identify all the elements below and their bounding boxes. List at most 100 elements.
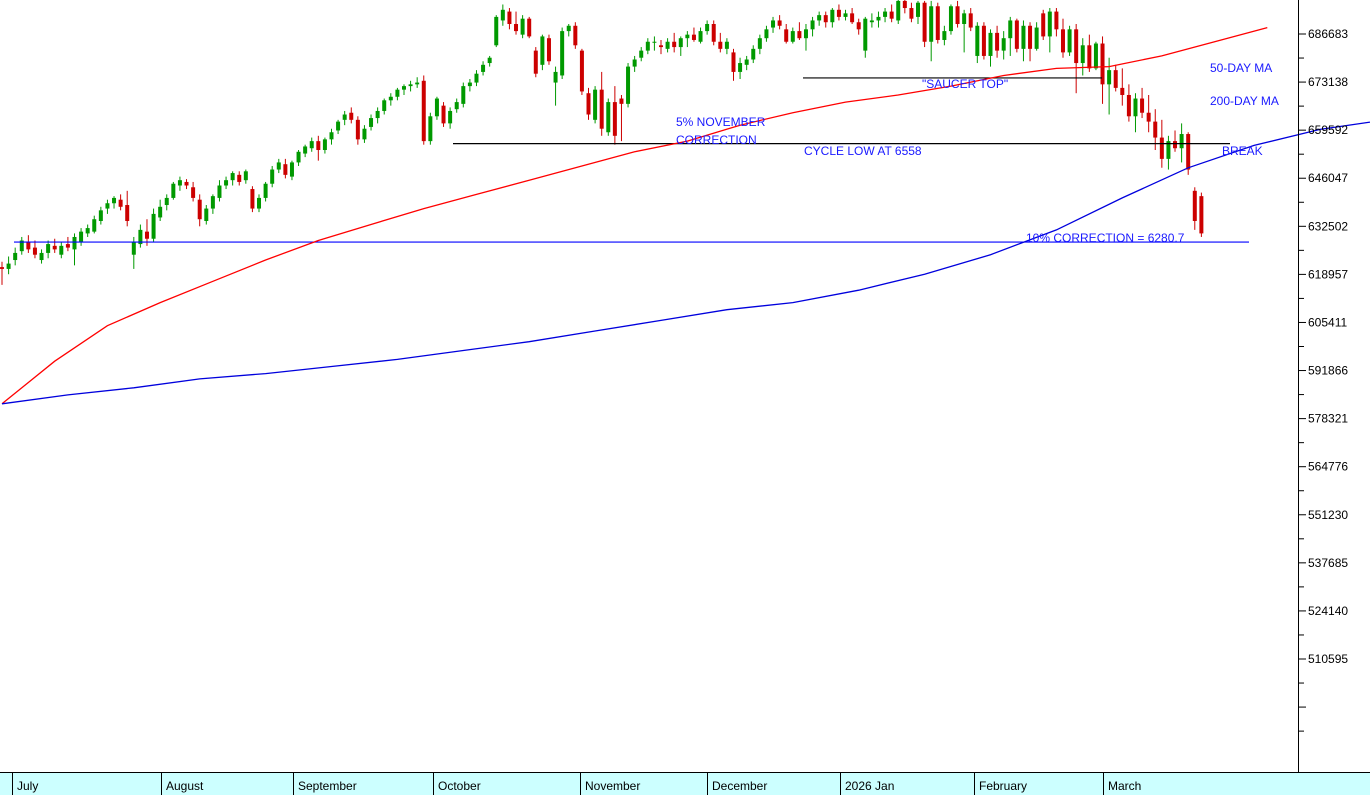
candle: [507, 8, 512, 30]
candle-body: [817, 15, 822, 21]
price-tick-label: 646047: [1308, 171, 1348, 185]
candle: [369, 114, 374, 131]
candle: [1093, 41, 1098, 71]
candle-body: [1140, 98, 1145, 113]
candle: [283, 158, 288, 179]
month-label: March: [1108, 779, 1141, 793]
annotation-50-day-ma: 50-DAY MA: [1210, 61, 1272, 75]
candle-body: [1120, 87, 1125, 95]
candle-body: [856, 22, 861, 30]
annotation-break: BREAK: [1222, 144, 1263, 158]
annotation-saucer-top: "SAUCER TOP": [922, 77, 1008, 91]
candle-body: [1133, 98, 1138, 117]
month-label: February: [979, 779, 1027, 793]
candle-body: [0, 267, 4, 269]
candle-body: [434, 98, 439, 117]
candle: [428, 112, 433, 145]
candle-body: [665, 41, 670, 49]
candle: [184, 179, 189, 190]
candle-body: [1087, 45, 1092, 69]
candle-body: [724, 41, 729, 49]
candle: [1067, 25, 1072, 56]
price-tick-label: 618957: [1308, 267, 1348, 281]
candle: [263, 181, 268, 202]
candle: [948, 4, 953, 35]
candle: [487, 55, 492, 67]
price-tick-label: 659592: [1308, 123, 1348, 137]
candle-body: [52, 245, 57, 250]
candle-body: [645, 41, 650, 51]
candle-body: [975, 25, 980, 56]
candle-body: [718, 41, 723, 49]
candle-body: [382, 100, 387, 111]
candle-body: [929, 6, 934, 42]
candle: [527, 16, 532, 39]
candle-body: [125, 205, 130, 221]
candle: [514, 11, 519, 35]
candle-body: [830, 9, 835, 23]
candle: [935, 2, 940, 44]
candle: [711, 20, 716, 46]
candle: [434, 96, 439, 120]
candle-body: [461, 86, 466, 104]
candle: [751, 45, 756, 64]
month-axis: July August September October November Decemb…: [0, 772, 1370, 795]
candle: [929, 0, 934, 62]
candle: [1100, 36, 1105, 104]
candle-body: [553, 71, 558, 83]
candle: [975, 22, 980, 64]
candle-body: [850, 13, 855, 23]
candle: [355, 116, 360, 145]
candle-body: [210, 196, 215, 209]
candle-body: [916, 2, 921, 17]
candle: [672, 32, 677, 53]
price-tick-label: 686683: [1308, 27, 1348, 41]
candle: [316, 135, 321, 161]
candle-body: [309, 141, 314, 149]
candle: [1021, 20, 1026, 62]
candle-body: [573, 25, 578, 46]
candle: [744, 55, 749, 71]
candle: [533, 47, 538, 78]
annotation-200-day-ma: 200-DAY MA: [1210, 94, 1279, 108]
candle-body: [823, 15, 828, 23]
candle-body: [566, 25, 571, 32]
ma50-line: [1, 26, 1268, 405]
candle: [1179, 123, 1184, 163]
candle-body: [349, 112, 354, 120]
candle-body: [217, 185, 222, 198]
candle-body: [507, 11, 512, 25]
candle-body: [520, 18, 525, 35]
candle: [6, 256, 11, 275]
candle-body: [790, 31, 795, 42]
candle: [586, 87, 591, 120]
candle-body: [243, 171, 248, 181]
candle: [1113, 64, 1118, 92]
candle: [546, 34, 551, 65]
candle: [830, 8, 835, 28]
candle-body: [276, 162, 281, 170]
candle-body: [322, 139, 327, 151]
candle: [32, 240, 37, 259]
candle: [237, 171, 242, 186]
candle: [981, 22, 986, 60]
month-label: December: [712, 779, 767, 793]
candle-body: [876, 16, 881, 21]
candle: [665, 38, 670, 53]
candle-body: [738, 63, 743, 72]
candle-body: [869, 20, 874, 23]
candle: [441, 102, 446, 127]
month-label: September: [298, 779, 357, 793]
candle: [599, 71, 604, 136]
candle-body: [586, 93, 591, 115]
candle-body: [151, 213, 156, 239]
candle-body: [1159, 137, 1164, 159]
candle: [612, 86, 617, 145]
candle: [158, 199, 163, 221]
candle: [560, 27, 565, 80]
candle-body: [1067, 29, 1072, 53]
candle-body: [533, 50, 538, 74]
annotation-cycle-low: CYCLE LOW AT 6558: [804, 144, 922, 158]
candle-body: [415, 82, 420, 85]
